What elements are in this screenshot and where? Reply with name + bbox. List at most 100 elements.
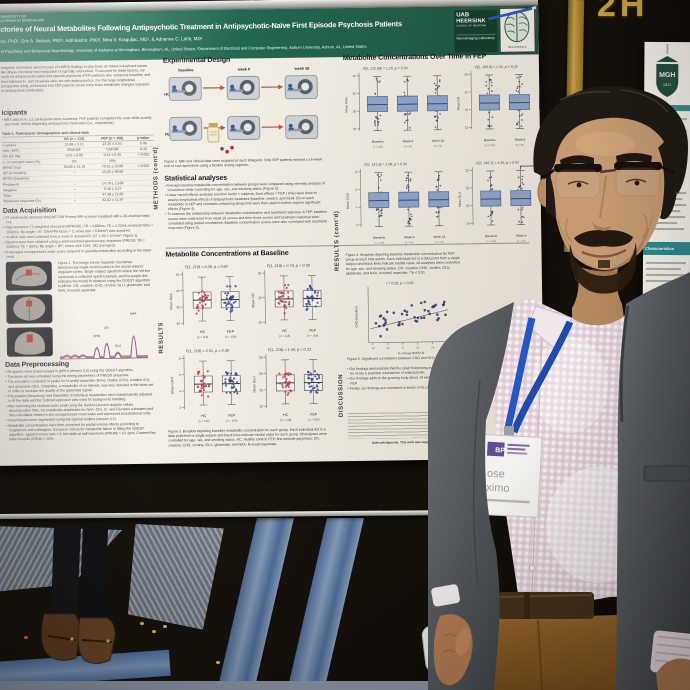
brain-sagittal (5, 261, 52, 291)
svg-text:Mean GLU: Mean GLU (252, 376, 256, 393)
svg-text:(n = 76): (n = 76) (434, 145, 443, 148)
face (550, 114, 668, 270)
boxplot-overtime-cho: F(2, 141.3) = 1.06, p = 0.35 8 6 4 2 Mean CHO… (344, 158, 453, 258)
svg-text:F(1, 219) = 0.74, p = 0.39: F(1, 219) = 0.74, p = 0.39 (267, 264, 311, 269)
svg-text:6: 6 (179, 373, 181, 377)
svg-text:F(2, 159.5) = 1.41, p = 0.25: F(2, 159.5) = 1.41, p = 0.25 (475, 65, 518, 70)
svg-text:Mean NAA: Mean NAA (344, 96, 348, 112)
crumb (140, 622, 144, 625)
svg-text:Baseline: Baseline (484, 138, 496, 142)
figure1-brain-images (5, 261, 53, 357)
data-preprocessing-heading: Data Preprocessing (4, 360, 70, 369)
results-rotated-label: RESULTS (158, 321, 165, 354)
svg-text:(n = 109): (n = 109) (308, 417, 319, 421)
participants-heading: icipants (1, 109, 28, 117)
svg-text:(n = 109): (n = 109) (487, 240, 497, 243)
lanyard-strap (504, 317, 536, 429)
experimental-design-heading: Experimental Design (162, 56, 231, 65)
svg-text:week 16: week 16 (294, 67, 310, 71)
svg-text:Week 6: Week 6 (516, 234, 527, 238)
svg-text:HC: HC (201, 414, 207, 418)
shirt-cuff-left (431, 584, 460, 607)
university-label: UNIVERSITY OF ALABAMA AT BIRMINGHAM (0, 14, 44, 23)
carpet-blue-band (212, 518, 296, 690)
svg-text:NAA: NAA (130, 312, 136, 316)
svg-text:8: 8 (355, 170, 357, 174)
thumb (455, 628, 471, 656)
svg-text:30: 30 (464, 73, 468, 77)
svg-text:FEP: FEP (227, 330, 235, 334)
svg-text:8: 8 (179, 357, 181, 361)
svg-text:CHO: CHO (93, 334, 100, 338)
right-hand (656, 658, 690, 690)
svg-text:HC: HC (282, 329, 288, 333)
svg-text:35: 35 (352, 92, 356, 96)
svg-text:r = 0.29, p = 0.03: r = 0.29, p = 0.03 (386, 281, 413, 285)
svg-text:2: 2 (356, 223, 358, 227)
svg-text:FEP: FEP (309, 328, 317, 332)
lanyard-strap (510, 320, 574, 434)
svg-text:Mean CR: Mean CR (251, 293, 255, 308)
baseline-heading: Metabolite Concentrations at Baseline (165, 249, 289, 259)
svg-text:HC: HC (283, 413, 289, 417)
svg-text:1811: 1811 (663, 82, 672, 87)
svg-text:Week 16: Week 16 (432, 139, 444, 143)
svg-text:25: 25 (464, 90, 468, 94)
smile-lines (565, 213, 648, 243)
belt (498, 592, 594, 619)
svg-text:Neuroimaging &: Neuroimaging & (508, 45, 527, 49)
discussion-rotated-label: DISCUSSION (338, 373, 345, 418)
statistical-bullets: Average baseline metabolite concentratio… (165, 181, 328, 245)
table1: Table 1. Participants demographics and c… (2, 130, 155, 206)
boxplot-baseline-glu: F(1, 218) = 1.44, p = 0.23 35 30 25 20 Mean G… (251, 343, 332, 431)
svg-text:FEP: FEP (310, 412, 318, 416)
svg-text:20: 20 (466, 222, 470, 226)
svg-text:30: 30 (258, 272, 262, 276)
svg-text:30: 30 (176, 322, 180, 326)
boxplot-baseline-naa: F(1, 219) = 0.28, p = 0.60 45 40 35 30 Mean N… (168, 260, 249, 348)
svg-text:FEP: FEP (165, 132, 173, 136)
head (533, 86, 688, 294)
mgh-shield-logo: MGH 1811 (656, 56, 679, 98)
svg-text:30: 30 (353, 109, 357, 113)
goatee (569, 242, 637, 294)
svg-text:(n = 109): (n = 109) (485, 144, 495, 147)
hair (533, 86, 688, 194)
neuroimaging-lab-label: Neuroimaging Laboratory (456, 33, 496, 41)
svg-text:4: 4 (356, 205, 358, 209)
svg-text:FEP: FEP (228, 414, 236, 418)
svg-text:Mean GLU: Mean GLU (458, 191, 462, 207)
data-acquisition-bullets: 3T whole-body Siemens MAGNETOM Prisma MR… (3, 214, 154, 260)
bystander-right-leg (79, 526, 108, 620)
svg-text:(n = 109): (n = 109) (225, 335, 236, 339)
svg-text:HC: HC (200, 330, 206, 334)
figure1-spectrum-plot: CHO CR GLU NAA (56, 311, 151, 368)
svg-text:(n = 113): (n = 113) (198, 419, 209, 423)
figure5-scatter-plot: r = 0.29, p = 0.03 CHO (baseline) -50 -25 0 2… (352, 276, 457, 362)
svg-text:Baseline: Baseline (372, 140, 384, 144)
svg-text:F(2, 141.3) = 1.06, p = 0.35: F(2, 141.3) = 1.06, p = 0.35 (364, 162, 407, 167)
svg-text:BP: BP (495, 447, 505, 455)
svg-text:% change BPRS-R: % change BPRS-R (398, 351, 425, 355)
svg-text:35: 35 (259, 356, 263, 360)
svg-text:4: 4 (179, 389, 181, 393)
svg-text:6: 6 (355, 188, 357, 192)
svg-text:Week 16: Week 16 (433, 235, 445, 239)
conference-badge: BP ose ximo (479, 434, 543, 518)
svg-text:25: 25 (259, 388, 263, 392)
svg-text:Mean CR: Mean CR (456, 96, 460, 110)
svg-text:F(1, 218) = 1.44, p = 0.23: F(1, 218) = 1.44, p = 0.23 (268, 348, 312, 353)
hair-highlight (559, 89, 669, 113)
blue-pen (487, 6, 537, 21)
svg-text:Week 6: Week 6 (404, 235, 415, 239)
svg-text:CR: CR (104, 326, 109, 330)
pill-bottle-icon (207, 122, 220, 143)
svg-text:20: 20 (258, 321, 262, 325)
svg-text:(n = 81): (n = 81) (517, 240, 526, 243)
sobp-logo (486, 441, 505, 457)
svg-text:30: 30 (466, 186, 470, 190)
main-research-poster: UNIVERSITY OF ALABAMA AT BIRMINGHAM ctor… (0, 0, 544, 466)
svg-text:Week 6: Week 6 (515, 138, 526, 142)
svg-text:Baseline: Baseline (485, 234, 497, 238)
